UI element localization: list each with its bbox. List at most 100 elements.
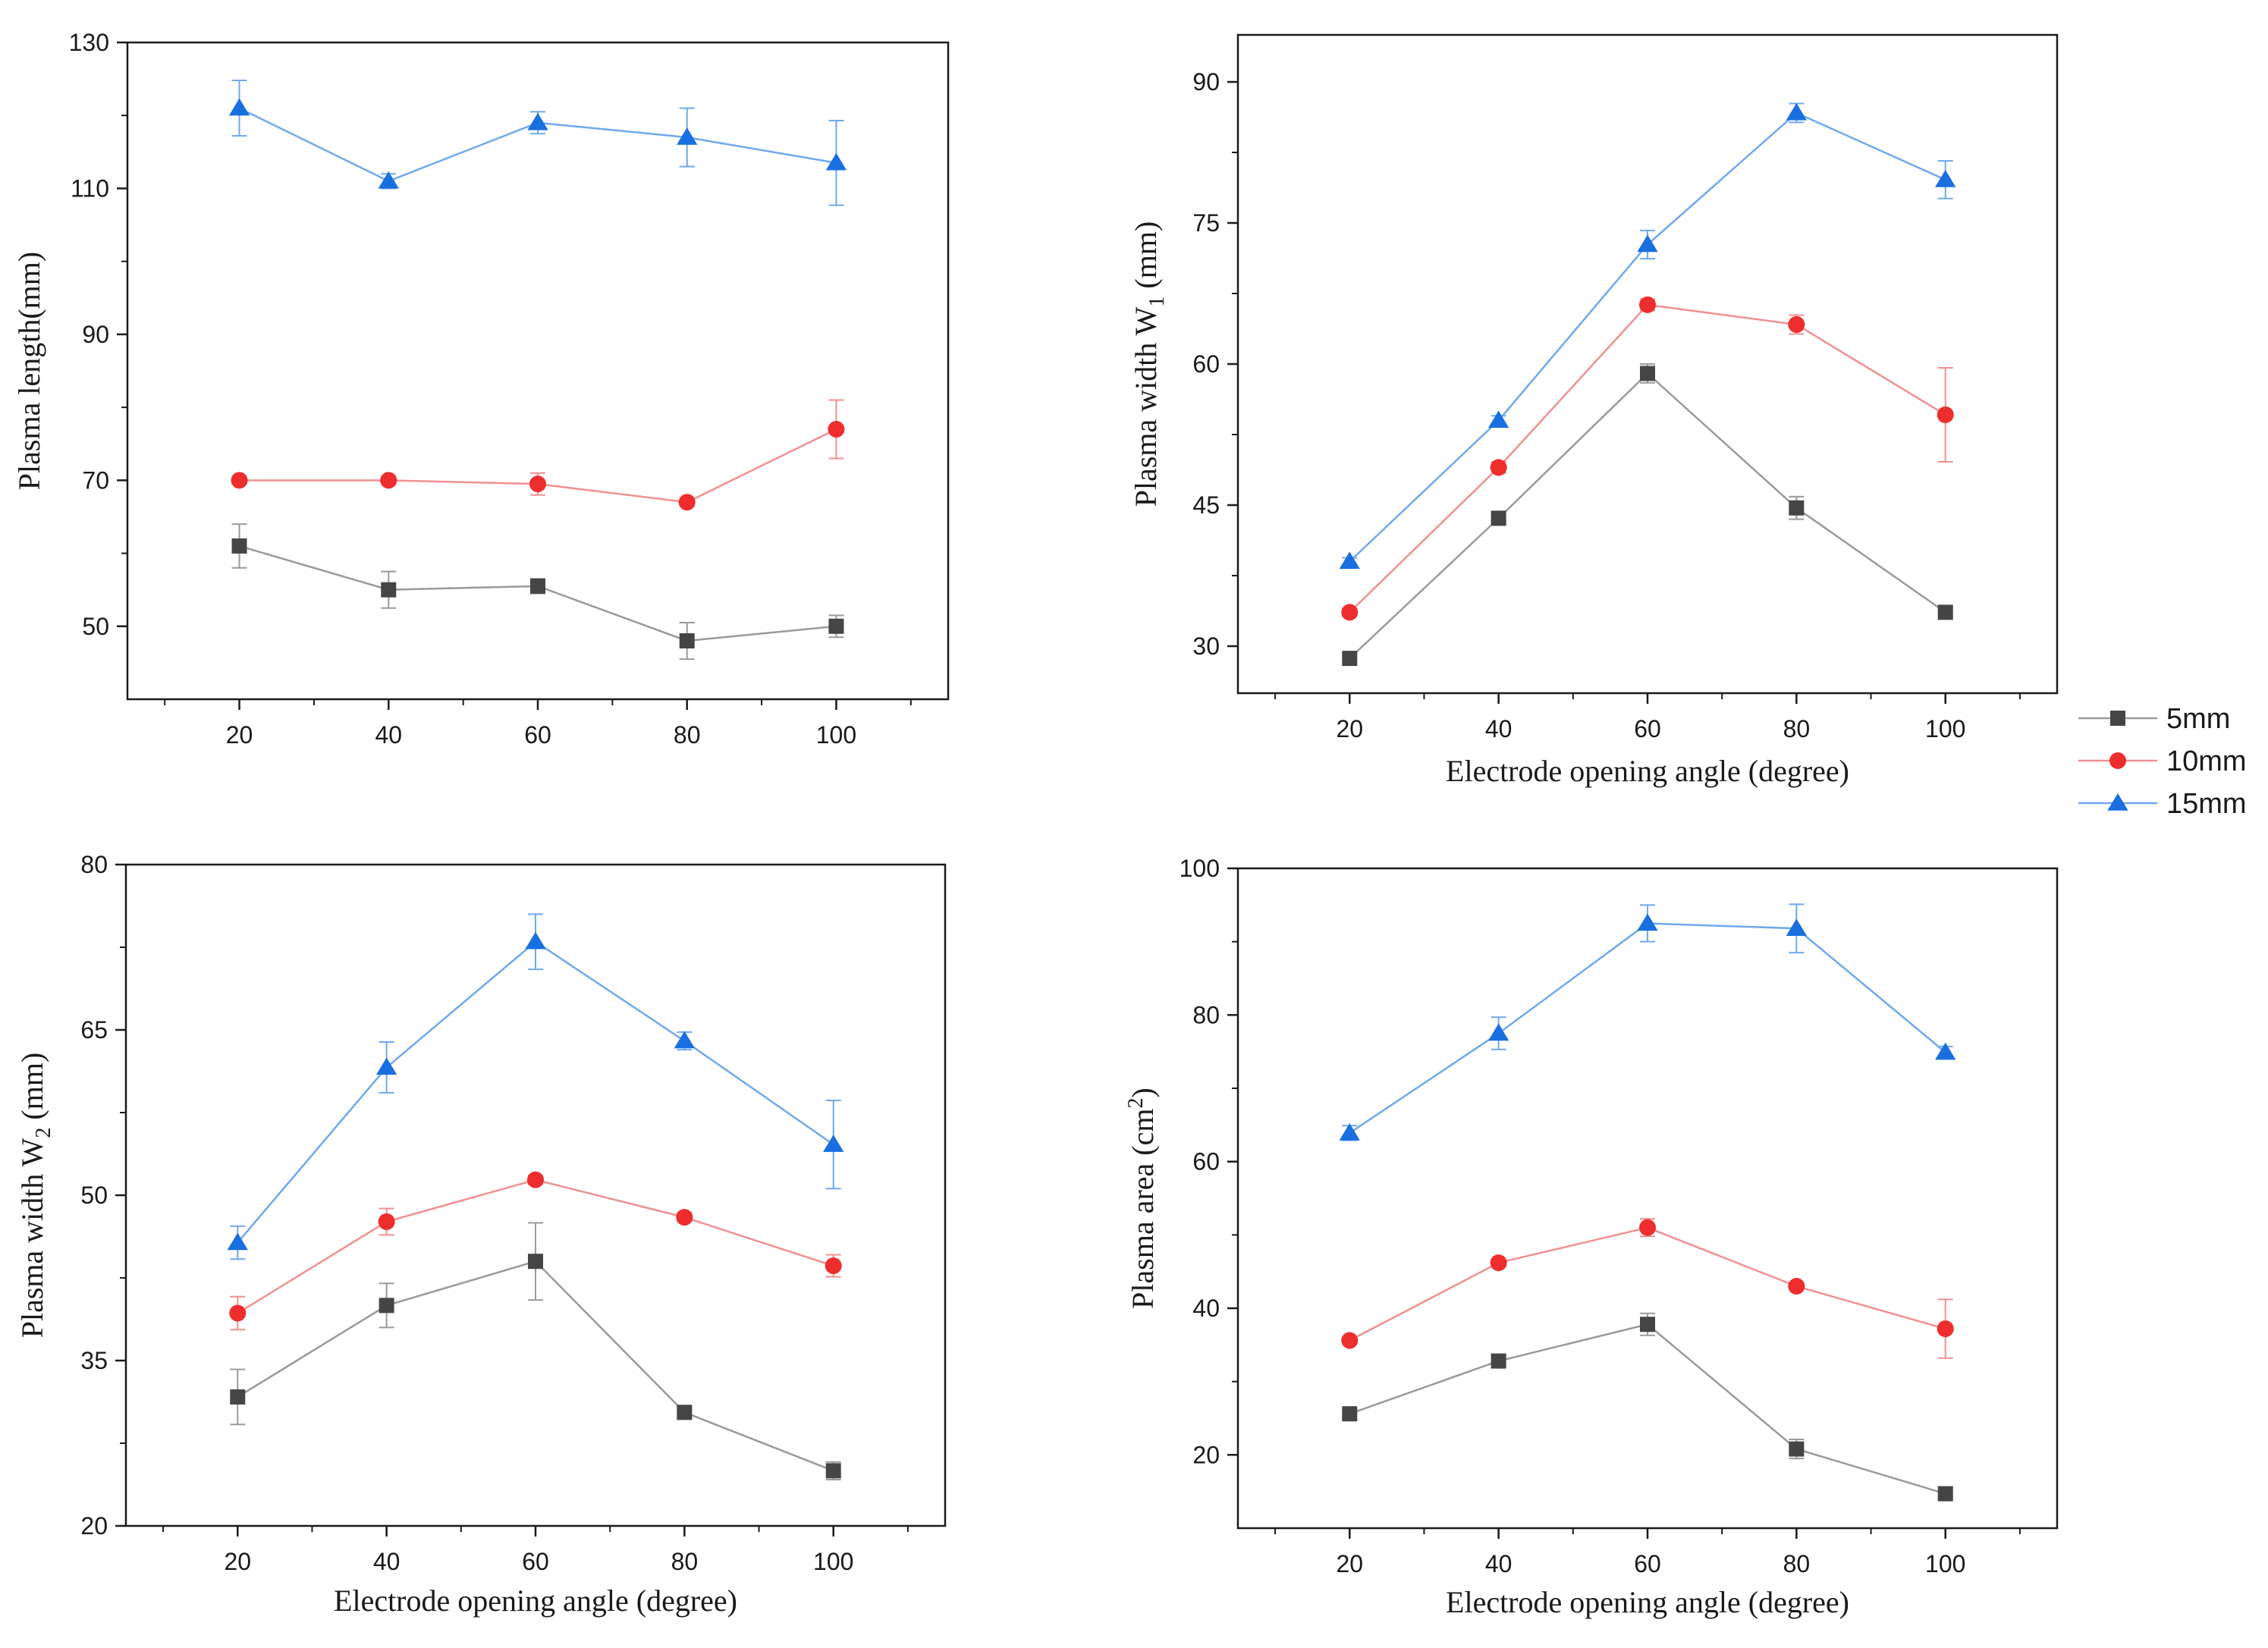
- y-tick-label: 50: [80, 1182, 108, 1209]
- y-tick-label: 90: [1192, 68, 1220, 96]
- data-point-15mm: [1637, 913, 1658, 931]
- data-point-5mm: [1342, 651, 1358, 667]
- series-line-15mm: [237, 940, 834, 1244]
- y-axis-label: Plasma width W1 (mm): [1129, 221, 1169, 507]
- chart-panel-top-right: 30 45 60 75 90 20 40 60 80 100 Electrode opening a…: [1129, 33, 2059, 788]
- data-point-5mm: [1342, 1406, 1358, 1422]
- x-tick-label: 20: [226, 721, 253, 749]
- x-tick-label: 20: [1336, 1550, 1363, 1577]
- data-point-10mm: [527, 1171, 544, 1188]
- data-point-15mm: [227, 1232, 248, 1251]
- y-axis-label: Plasma width W2 (mm): [15, 1053, 55, 1339]
- data-point-15mm: [1786, 102, 1808, 121]
- plot-frame: [1236, 867, 2059, 1530]
- data-point-10mm: [529, 476, 546, 493]
- y-tick-label: 110: [71, 174, 109, 202]
- data-point-15mm: [527, 112, 548, 130]
- chart-panel-bottom-right: 20 40 60 80 100 20 40 60 80 100 Electrode opening …: [1124, 855, 2059, 1619]
- series-15mm: [228, 80, 847, 206]
- y-tick-label: 20: [1192, 1441, 1220, 1468]
- x-tick-label: 40: [375, 721, 402, 749]
- series-line-5mm: [1349, 372, 1946, 660]
- legend-marker: [2110, 711, 2125, 726]
- series-10mm: [1341, 296, 1954, 621]
- data-point-10mm: [1341, 1332, 1359, 1349]
- y-axis-label: Plasma length(mm): [12, 252, 46, 490]
- series-15mm: [1339, 102, 1956, 570]
- data-point-15mm: [1487, 410, 1509, 428]
- data-point-15mm: [378, 171, 399, 189]
- series-10mm: [1341, 1218, 1954, 1359]
- y-tick-label: 20: [80, 1512, 108, 1540]
- legend-label: 10mm: [2166, 746, 2247, 777]
- data-point-5mm: [231, 538, 247, 554]
- data-point-5mm: [528, 1254, 543, 1270]
- series-15mm: [227, 913, 844, 1260]
- data-point-5mm: [381, 582, 397, 598]
- series-15mm: [1339, 903, 1956, 1141]
- data-point-5mm: [1937, 604, 1953, 620]
- legend-item-5mm: 5mm: [2078, 703, 2230, 735]
- y-tick-label: 50: [82, 613, 109, 640]
- data-point-15mm: [1487, 1023, 1509, 1041]
- series-line-5mm: [1349, 1323, 1946, 1495]
- data-point-5mm: [1640, 366, 1655, 381]
- data-point-5mm: [1491, 1353, 1506, 1369]
- data-point-15mm: [674, 1031, 696, 1049]
- x-tick-label: 40: [1485, 715, 1513, 742]
- data-point-10mm: [1937, 406, 1954, 423]
- data-point-5mm: [828, 618, 844, 634]
- legend-marker: [2107, 793, 2128, 811]
- data-point-5mm: [1937, 1486, 1953, 1502]
- x-tick-label: 100: [813, 1548, 853, 1575]
- data-point-5mm: [825, 1463, 841, 1479]
- data-point-5mm: [1640, 1317, 1655, 1333]
- data-point-15mm: [228, 98, 250, 116]
- legend-item-15mm: 15mm: [2078, 788, 2247, 820]
- y-tick-label: 90: [82, 321, 109, 348]
- data-point-15mm: [1637, 234, 1658, 253]
- x-axis-label: Electrode opening angle (degree): [1446, 754, 1849, 788]
- x-tick-label: 100: [816, 721, 856, 749]
- data-point-5mm: [1789, 500, 1805, 516]
- data-point-10mm: [676, 1209, 693, 1226]
- x-tick-label: 60: [524, 721, 551, 749]
- legend-item-10mm: 10mm: [2078, 746, 2247, 777]
- x-tick-label: 80: [674, 721, 701, 749]
- data-point-15mm: [1935, 1042, 1956, 1060]
- x-tick-label: 100: [1925, 715, 1965, 742]
- data-point-5mm: [230, 1389, 246, 1405]
- y-tick-label: 80: [80, 851, 108, 878]
- series-10mm: [231, 399, 845, 511]
- data-point-10mm: [828, 420, 845, 438]
- data-point-5mm: [530, 578, 545, 594]
- data-point-5mm: [1789, 1441, 1805, 1457]
- y-tick-label: 60: [1192, 350, 1220, 378]
- data-point-10mm: [1937, 1320, 1954, 1338]
- series-5mm: [230, 1222, 841, 1480]
- x-tick-label: 80: [671, 1548, 699, 1575]
- series-10mm: [229, 1171, 842, 1331]
- data-point-15mm: [823, 1135, 844, 1152]
- data-point-15mm: [525, 931, 546, 950]
- data-point-10mm: [231, 472, 248, 489]
- x-axis-label: Electrode opening angle (degree): [334, 1584, 737, 1618]
- data-point-15mm: [677, 127, 698, 145]
- y-tick-label: 65: [80, 1016, 108, 1044]
- series-5mm: [231, 523, 844, 661]
- data-point-10mm: [378, 1213, 395, 1230]
- series-line-15mm: [1349, 922, 1946, 1135]
- x-tick-label: 60: [1634, 715, 1661, 742]
- x-tick-label: 100: [1925, 1550, 1965, 1577]
- x-tick-label: 80: [1783, 715, 1811, 742]
- series-5mm: [1342, 363, 1953, 667]
- data-point-10mm: [1490, 1254, 1507, 1272]
- plot-frame: [126, 41, 950, 701]
- data-point-5mm: [1491, 510, 1506, 526]
- x-tick-label: 60: [1634, 1550, 1661, 1577]
- x-tick-label: 40: [1485, 1550, 1513, 1577]
- data-point-10mm: [1788, 1278, 1805, 1295]
- data-point-10mm: [1639, 1219, 1656, 1236]
- data-point-10mm: [1788, 315, 1805, 333]
- data-point-5mm: [677, 1405, 693, 1420]
